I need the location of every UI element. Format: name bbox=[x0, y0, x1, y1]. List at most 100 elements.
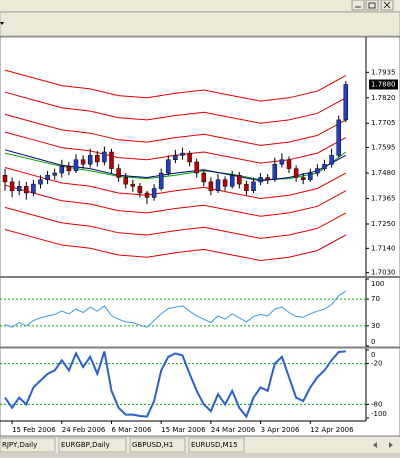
x-tick-label: 6 Mar 2006 bbox=[112, 426, 152, 434]
y-tick-label: 1.7365 bbox=[371, 195, 396, 203]
y-tick-label: 0 bbox=[371, 338, 375, 346]
candle-body bbox=[2, 175, 8, 183]
toolbar bbox=[0, 11, 400, 37]
y-tick-label: 1.7820 bbox=[371, 94, 396, 102]
candle-body bbox=[102, 151, 107, 163]
candle-body bbox=[130, 183, 136, 187]
window-buttons[interactable] bbox=[351, 0, 394, 11]
chart-area bbox=[0, 36, 400, 437]
indicator-line bbox=[4, 184, 347, 217]
candle-body bbox=[265, 177, 270, 180]
candle-body bbox=[180, 152, 185, 156]
candle-body bbox=[137, 186, 143, 194]
close-icon bbox=[383, 1, 391, 9]
candle-body bbox=[16, 186, 22, 192]
y-tick-label: 1.7250 bbox=[371, 220, 396, 228]
y-tick-label: 70 bbox=[371, 295, 380, 303]
candle-body bbox=[322, 163, 327, 169]
candle-body bbox=[166, 159, 171, 174]
indicator-line bbox=[4, 229, 347, 262]
tab-label[interactable]: RJPY,Daily bbox=[2, 441, 37, 449]
candle-body bbox=[116, 168, 121, 178]
indicator-line bbox=[4, 206, 347, 239]
current-price-label: 1.7880 bbox=[371, 80, 396, 88]
candle-body bbox=[73, 159, 79, 172]
y-tick-label: 1.7030 bbox=[371, 269, 396, 277]
y-tick-label: 1.7705 bbox=[371, 119, 396, 127]
candle-body bbox=[258, 177, 263, 183]
indicator-line bbox=[4, 290, 347, 328]
candle-body bbox=[31, 183, 36, 194]
candle-body bbox=[24, 186, 29, 194]
dropdown-arrow[interactable] bbox=[0, 22, 4, 25]
candle-body bbox=[215, 179, 221, 192]
candle-body bbox=[272, 163, 278, 180]
candle-body bbox=[208, 181, 214, 192]
tab[interactable] bbox=[0, 437, 56, 453]
candle-body bbox=[144, 192, 150, 198]
candle-body bbox=[158, 172, 164, 189]
candle-body bbox=[151, 188, 157, 198]
candle-body bbox=[59, 166, 65, 174]
indicator-line bbox=[4, 91, 347, 124]
y-tick-label: 30 bbox=[371, 322, 380, 330]
tab-label[interactable]: EURGBP,Daily bbox=[61, 441, 110, 449]
candle-body bbox=[66, 166, 72, 172]
x-tick-label: 3 Apr 2006 bbox=[261, 426, 300, 434]
x-tick-label: 24 Feb 2006 bbox=[62, 426, 106, 434]
tab[interactable] bbox=[188, 437, 245, 453]
y-tick-label: 1.7480 bbox=[371, 169, 396, 177]
tab-label[interactable]: EURUSD,M15 bbox=[191, 441, 238, 449]
y-tick-label: -20 bbox=[371, 360, 382, 368]
candle-body bbox=[9, 181, 15, 192]
indicator-line bbox=[4, 167, 347, 200]
candle-body bbox=[222, 179, 228, 187]
y-tick-label: -80 bbox=[371, 400, 382, 408]
indicator-line bbox=[4, 69, 347, 102]
indicator-line bbox=[4, 113, 347, 146]
candle-body bbox=[244, 183, 249, 192]
y-tick-label: 1.7595 bbox=[371, 144, 396, 152]
candle-body bbox=[315, 168, 320, 174]
candle-body bbox=[87, 155, 93, 165]
candle-body bbox=[343, 84, 349, 121]
title-bar bbox=[0, 0, 400, 11]
y-tick-label: -100 bbox=[371, 410, 387, 418]
y-tick-label: 100 bbox=[371, 280, 384, 288]
tab[interactable] bbox=[58, 437, 127, 453]
candle-body bbox=[251, 181, 256, 192]
candle-body bbox=[80, 159, 86, 165]
candle-body bbox=[286, 159, 292, 169]
tab-label[interactable]: GBPUSD,H1 bbox=[132, 441, 173, 449]
current-price-box bbox=[369, 79, 398, 90]
candle-body bbox=[201, 172, 207, 183]
minimize-button[interactable] bbox=[351, 0, 365, 11]
candle-body bbox=[293, 168, 299, 178]
candle-body bbox=[329, 155, 334, 165]
tab[interactable] bbox=[129, 437, 186, 453]
restore-button[interactable] bbox=[365, 0, 379, 11]
candle-body bbox=[194, 161, 199, 174]
candle-body bbox=[308, 172, 313, 180]
indicator-line bbox=[4, 350, 346, 419]
candle-body bbox=[45, 175, 50, 180]
x-tick-label: 15 Mar 2006 bbox=[161, 426, 206, 434]
candle-body bbox=[187, 152, 192, 163]
candle-body bbox=[300, 177, 306, 180]
candle-body bbox=[95, 155, 100, 163]
candle-body bbox=[229, 175, 235, 187]
candle-body bbox=[38, 179, 43, 185]
tab-scroll-right[interactable] bbox=[389, 442, 393, 448]
x-tick-label: 24 Mar 2006 bbox=[211, 426, 256, 434]
x-tick-label: 15 Feb 2006 bbox=[12, 426, 56, 434]
candle-body bbox=[336, 119, 341, 156]
x-tick-label: 12 Apr 2006 bbox=[310, 426, 354, 434]
y-tick-label: 0 bbox=[371, 351, 375, 359]
restore-icon bbox=[368, 2, 376, 9]
y-tick-label: 1.7140 bbox=[371, 244, 396, 252]
candle-body bbox=[109, 151, 114, 169]
tab-scroll-left[interactable] bbox=[373, 442, 377, 448]
candle-body bbox=[237, 175, 242, 185]
candle-body bbox=[279, 159, 285, 165]
